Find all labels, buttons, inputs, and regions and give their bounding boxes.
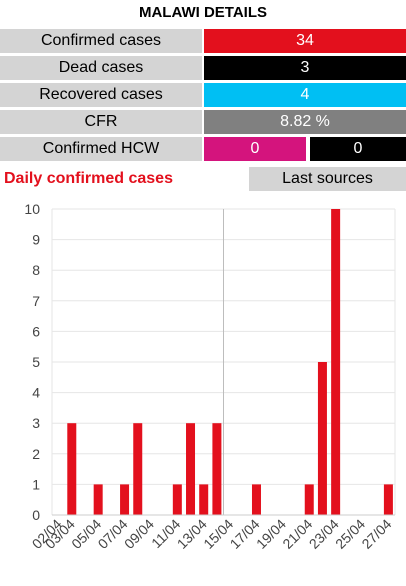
x-tick-label: 07/04	[95, 516, 131, 552]
bar-13-04	[199, 484, 209, 515]
dead-row: Dead cases 3	[0, 56, 406, 80]
y-tick-label: 4	[32, 385, 40, 401]
cfr-row: CFR 8.82 %	[0, 110, 406, 134]
x-tick-label: 09/04	[121, 516, 157, 552]
y-tick-label: 5	[32, 354, 40, 370]
y-tick-label: 9	[32, 232, 40, 248]
y-tick-label: 10	[24, 201, 40, 217]
dead-label: Dead cases	[0, 56, 202, 80]
bar-07-04	[120, 484, 130, 515]
bar-17-04	[251, 484, 261, 515]
x-tick-label: 21/04	[279, 516, 315, 552]
x-tick-label: 23/04	[306, 516, 342, 552]
x-tick-label: 19/04	[253, 516, 289, 552]
hcw-value-2: 0	[310, 137, 406, 161]
last-sources-button[interactable]: Last sources	[249, 167, 406, 191]
recovered-value: 4	[204, 83, 406, 107]
cfr-value: 8.82 %	[204, 110, 406, 134]
recovered-label: Recovered cases	[0, 83, 202, 107]
x-tick-label: 15/04	[200, 516, 236, 552]
y-tick-label: 2	[32, 446, 40, 462]
recovered-row: Recovered cases 4	[0, 83, 406, 107]
x-tick-label: 25/04	[332, 516, 368, 552]
hcw-row: Confirmed HCW 0 0	[0, 137, 406, 161]
bar-22-04	[317, 362, 327, 515]
bar-05-04	[93, 484, 103, 515]
x-tick-label: 13/04	[174, 516, 210, 552]
hcw-label: Confirmed HCW	[0, 137, 202, 161]
daily-confirmed-title: Daily confirmed cases	[4, 170, 173, 187]
confirmed-value: 34	[204, 29, 406, 53]
y-tick-label: 0	[32, 507, 40, 523]
hcw-value-1: 0	[204, 137, 306, 161]
bar-23-04	[331, 209, 341, 515]
x-tick-label: 05/04	[68, 516, 104, 552]
x-tick-label: 27/04	[358, 516, 394, 552]
y-tick-label: 8	[32, 262, 40, 278]
y-tick-label: 1	[32, 476, 40, 492]
y-tick-label: 3	[32, 415, 40, 431]
bar-21-04	[304, 484, 314, 515]
y-tick-label: 6	[32, 323, 40, 339]
y-tick-label: 7	[32, 293, 40, 309]
bar-08-04	[133, 423, 143, 515]
confirmed-label: Confirmed cases	[0, 29, 202, 53]
x-tick-label: 17/04	[227, 516, 263, 552]
cfr-label: CFR	[0, 110, 202, 134]
bar-27-04	[383, 484, 393, 515]
bar-14-04	[212, 423, 222, 515]
confirmed-row: Confirmed cases 34	[0, 29, 406, 53]
bar-12-04	[186, 423, 196, 515]
dead-value: 3	[204, 56, 406, 80]
page-title: MALAWI DETAILS	[138, 4, 268, 21]
bar-11-04	[172, 484, 182, 515]
bar-03-04	[67, 423, 77, 515]
